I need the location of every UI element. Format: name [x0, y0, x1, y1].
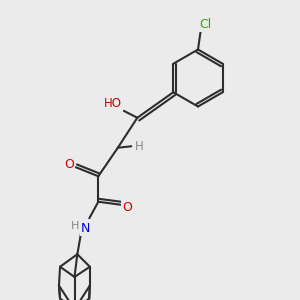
Text: N: N — [81, 222, 90, 235]
Text: O: O — [122, 201, 132, 214]
Text: O: O — [64, 158, 74, 171]
Text: H: H — [134, 140, 143, 153]
Text: H: H — [71, 221, 80, 231]
Text: Cl: Cl — [200, 17, 211, 31]
Text: HO: HO — [104, 97, 122, 110]
